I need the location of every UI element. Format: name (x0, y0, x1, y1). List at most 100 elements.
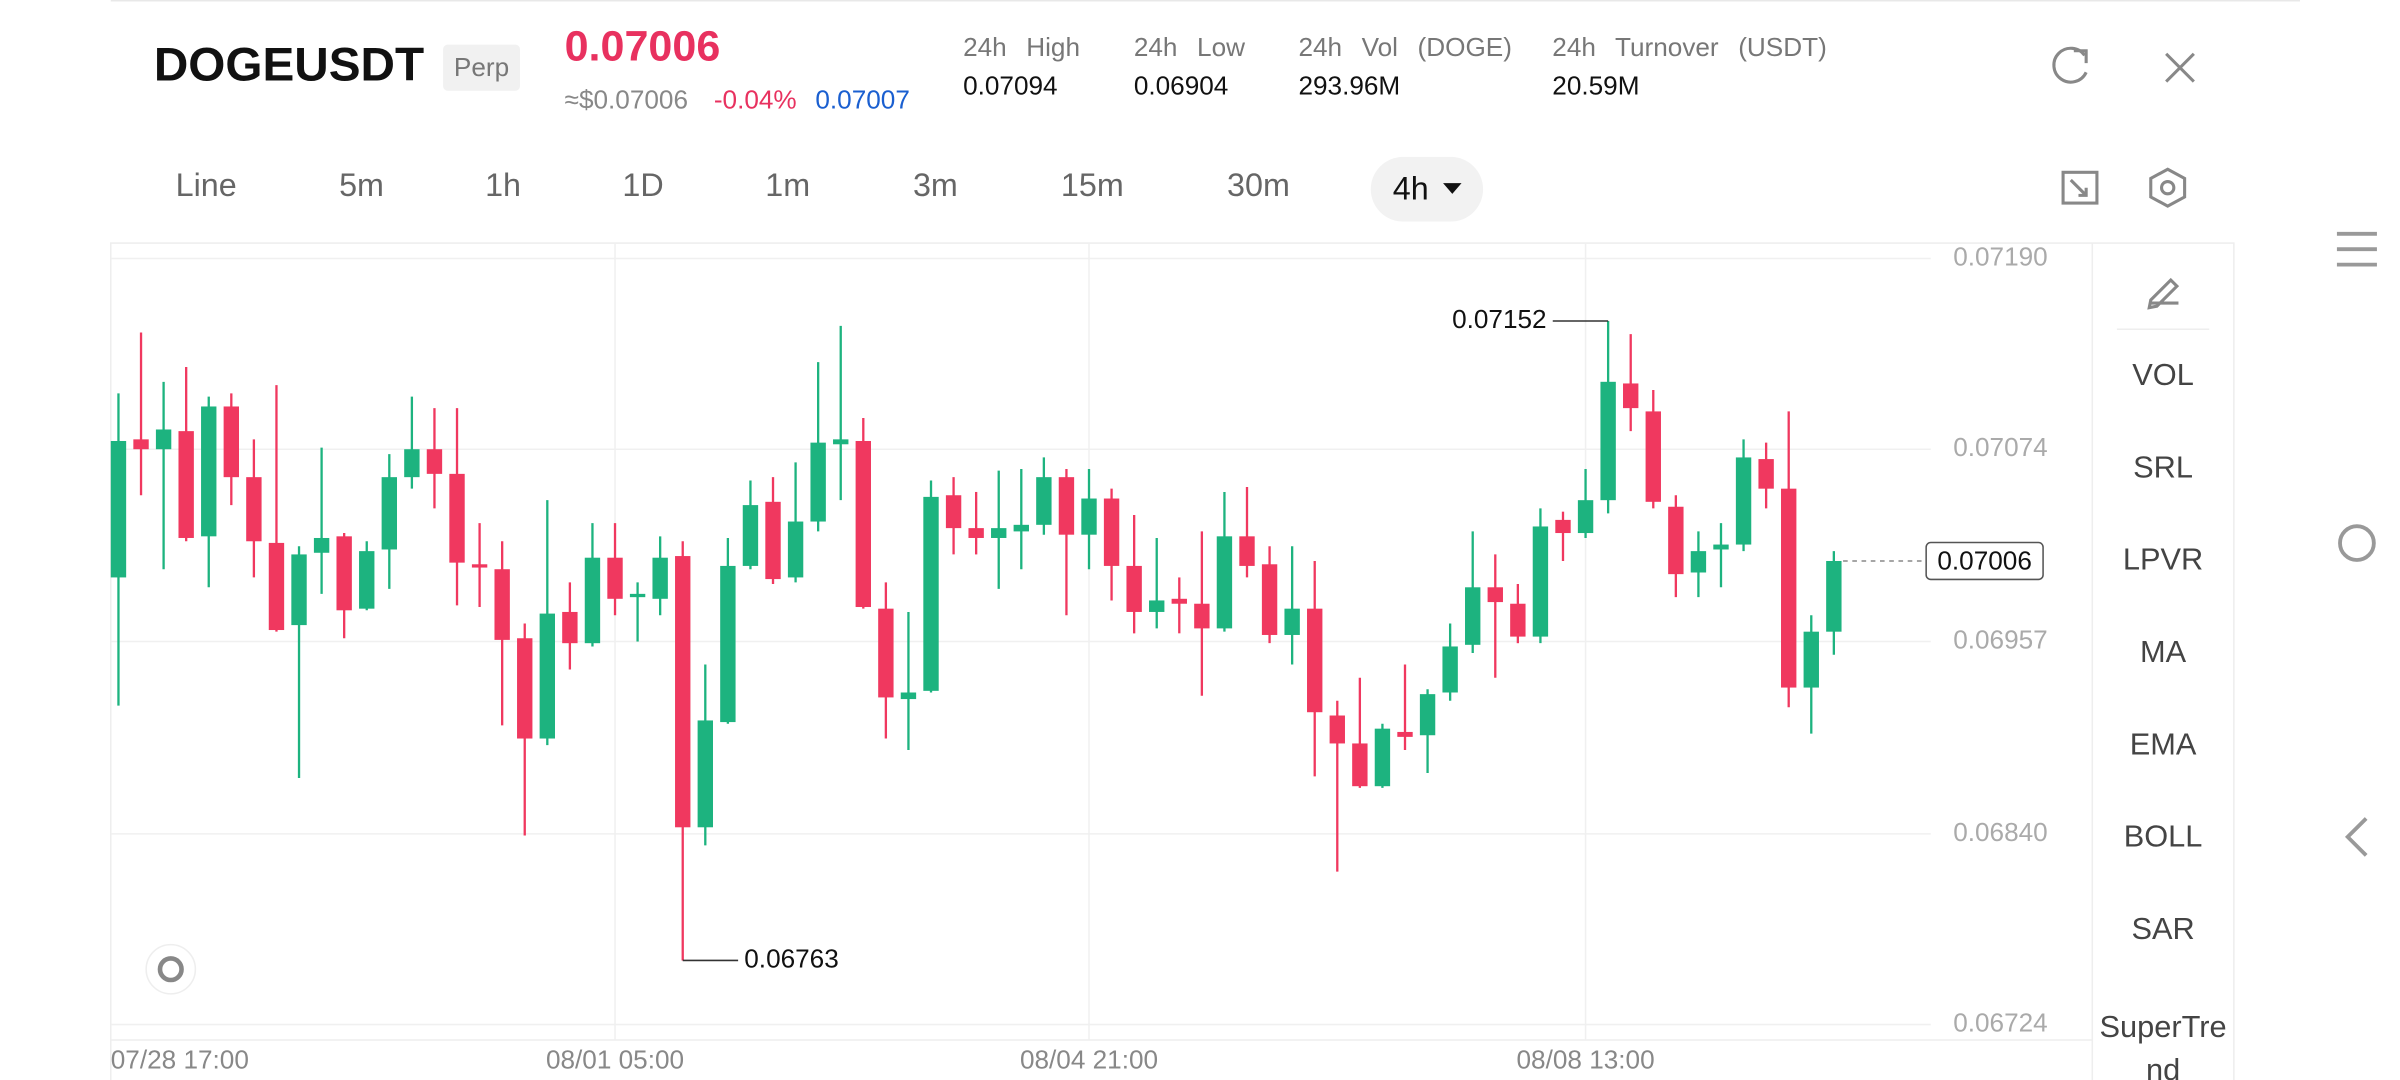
low-label: 0.06763 (744, 943, 839, 973)
badge: Perp (454, 52, 509, 82)
fullscreen-button[interactable] (2061, 170, 2099, 205)
last-price: 0.07006 (565, 23, 721, 71)
timeframe-tab[interactable]: 5m (339, 167, 384, 203)
indicator[interactable]: SRL (2133, 449, 2193, 484)
candle-body (1103, 498, 1120, 566)
high-label: 0.07152 (1452, 304, 1547, 334)
candle-body (810, 442, 826, 522)
indicator[interactable]: EMA (2130, 726, 2197, 761)
candle-body (584, 557, 601, 644)
nav-menu[interactable] (2336, 231, 2377, 267)
candle-body (675, 556, 691, 828)
symbol: DOGEUSDT (154, 38, 424, 91)
nav-home[interactable] (2338, 524, 2376, 562)
candle-body (1081, 498, 1097, 535)
candle-body (562, 611, 578, 644)
x-tick-label: 07/28 17:00 (111, 1044, 249, 1074)
stat-value: 0.07094 (963, 71, 1058, 101)
x-tick-label: 08/04 21:00 (1020, 1044, 1158, 1074)
timeframe-tab[interactable]: 30m (1227, 167, 1290, 203)
candle-body (381, 477, 398, 550)
candle-body (1555, 519, 1571, 534)
candle-body (133, 439, 149, 450)
candle-body (1803, 631, 1819, 688)
indicator[interactable]: SuperTrend (2099, 1010, 2227, 1080)
chart-frame (109, 242, 2235, 1080)
timeframe-tab[interactable]: Line (176, 167, 237, 203)
candle-body (449, 473, 465, 563)
candle-body (787, 521, 804, 578)
candle-body (968, 528, 984, 538)
candle-body (539, 613, 555, 739)
indicator[interactable]: VOL (2132, 357, 2194, 392)
candle-body (1329, 715, 1345, 744)
x-tick-label: 08/01 05:00 (546, 1044, 684, 1074)
timeframe-tab[interactable]: 1m (765, 167, 810, 203)
timeframe-tab[interactable]: 15m (1061, 167, 1124, 203)
candle-body (1397, 731, 1413, 737)
candle-body (1126, 565, 1142, 612)
candle-body (1284, 608, 1300, 635)
candle-body (1171, 598, 1187, 604)
candle-body (223, 406, 240, 478)
mark-price: 0.07007 (815, 84, 909, 114)
x-tick-label: 08/08 13:00 (1517, 1044, 1655, 1074)
candle-body (991, 528, 1007, 538)
indicator[interactable]: MA (2140, 634, 2187, 669)
candle-body (1239, 536, 1255, 566)
candle-body (1465, 587, 1481, 645)
last-price-label: 0.07006 (1937, 545, 2032, 575)
candle-body (517, 638, 533, 739)
nav-back[interactable] (2344, 817, 2368, 857)
y-tick-label: 0.07074 (1953, 432, 2048, 462)
y-tick-label: 0.06724 (1953, 1007, 2048, 1037)
candle-body (900, 692, 917, 700)
candle-body (629, 593, 646, 598)
draw-tool[interactable] (2147, 277, 2180, 310)
timeframe-tab[interactable]: 1h (485, 167, 521, 203)
candle-body (268, 542, 285, 631)
candle-body (1623, 383, 1639, 409)
stat-label: 24h High (963, 32, 1080, 62)
candle-body (1036, 477, 1052, 525)
candle-body (1261, 564, 1278, 635)
candle-body (1013, 524, 1029, 532)
y-tick-label: 0.06957 (1953, 624, 2048, 654)
chart-mode-button[interactable] (145, 943, 197, 995)
candle-body (607, 557, 623, 599)
approx-price: ≈$0.07006 (565, 84, 688, 114)
active-timeframe[interactable]: 4h (1393, 170, 1429, 206)
timeframe-tab[interactable]: 3m (913, 167, 958, 203)
candle-body (1735, 457, 1752, 545)
candle-body (765, 501, 781, 580)
candle-body (336, 536, 352, 611)
candle-body (833, 439, 849, 445)
indicator[interactable]: SAR (2131, 911, 2194, 946)
candle-body (1419, 694, 1436, 736)
candle-body (471, 564, 488, 568)
timeframe-tab[interactable]: 1D (622, 167, 663, 203)
candle-body (494, 569, 510, 640)
y-tick-label: 0.06840 (1953, 817, 2048, 847)
candle-body (1668, 506, 1684, 575)
candle-body (923, 496, 939, 691)
candle-body (1713, 544, 1729, 550)
candle-body (404, 449, 420, 478)
settings-button[interactable] (2149, 167, 2187, 208)
candle-body (1510, 603, 1526, 637)
candle-body (1577, 500, 1594, 534)
last-price-box (1925, 541, 2044, 581)
candle-body (291, 554, 307, 626)
close-button[interactable] (2165, 52, 2195, 83)
candle-body (697, 720, 713, 828)
indicator[interactable]: LPVR (2123, 542, 2203, 577)
refresh-button[interactable] (2052, 46, 2088, 84)
indicator[interactable]: BOLL (2124, 819, 2203, 854)
badge-bg (443, 44, 520, 91)
active-tab-bg (1370, 156, 1484, 222)
candle-body (246, 477, 262, 542)
candle-body (201, 406, 217, 537)
